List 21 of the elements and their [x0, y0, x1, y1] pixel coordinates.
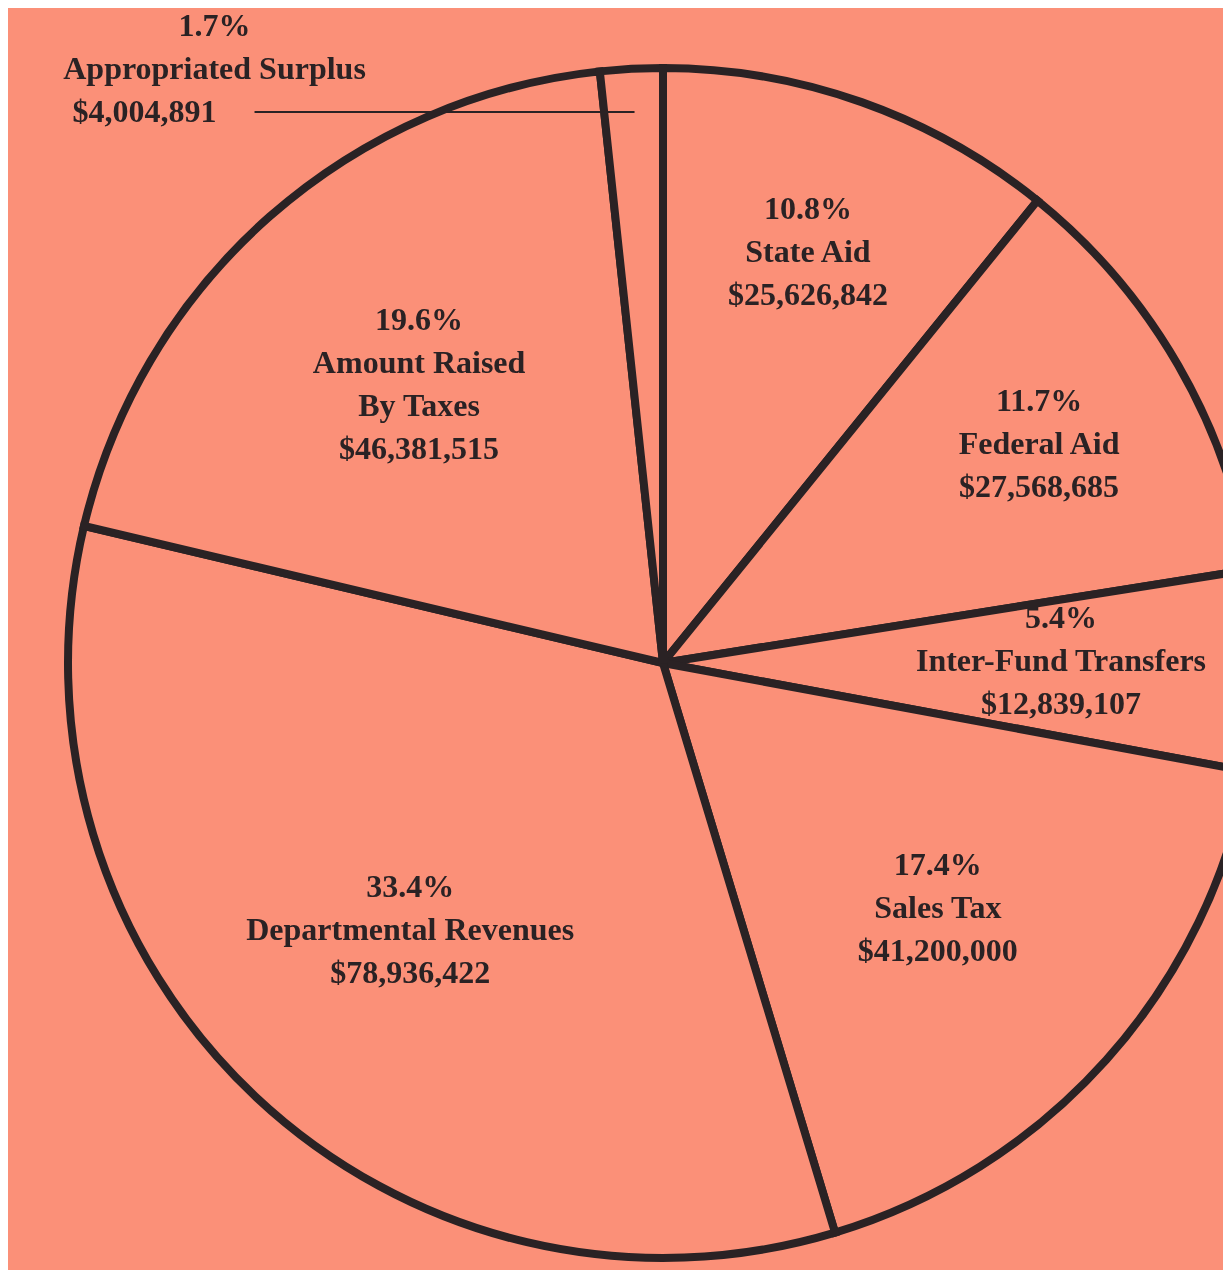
- data-label: $27,568,685: [959, 468, 1120, 505]
- data-label: $41,200,000: [857, 931, 1018, 968]
- slice-label: Inter-Fund Transfers: [915, 641, 1207, 678]
- slice-label: Amount Raised By Taxes: [312, 344, 526, 424]
- text: 10.8%: [763, 190, 852, 227]
- slice-label: State Aid: [745, 233, 871, 270]
- slice-label: Federal Aid: [958, 425, 1120, 462]
- text: 19.6%: [375, 301, 464, 338]
- text: 5.4%: [1025, 598, 1097, 635]
- slice-label: Sales Tax: [874, 888, 1002, 925]
- data-label: $25,626,842: [727, 276, 888, 313]
- text: 33.4%: [366, 868, 455, 905]
- data-label: $4,004,891: [72, 93, 217, 129]
- text: 1.7%: [178, 7, 251, 43]
- data-label: $46,381,515: [339, 430, 500, 467]
- text: 17.4%: [893, 845, 982, 882]
- data-label: $12,839,107: [981, 684, 1141, 721]
- slice-label: Appropriated Surplus: [63, 50, 366, 86]
- text: 11.7%: [995, 382, 1083, 419]
- data-label: $78,936,422: [330, 954, 491, 991]
- slice-label: Departmental Revenues: [246, 911, 575, 948]
